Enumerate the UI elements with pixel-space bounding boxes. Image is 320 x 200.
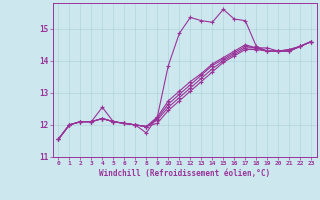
X-axis label: Windchill (Refroidissement éolien,°C): Windchill (Refroidissement éolien,°C) — [99, 169, 270, 178]
